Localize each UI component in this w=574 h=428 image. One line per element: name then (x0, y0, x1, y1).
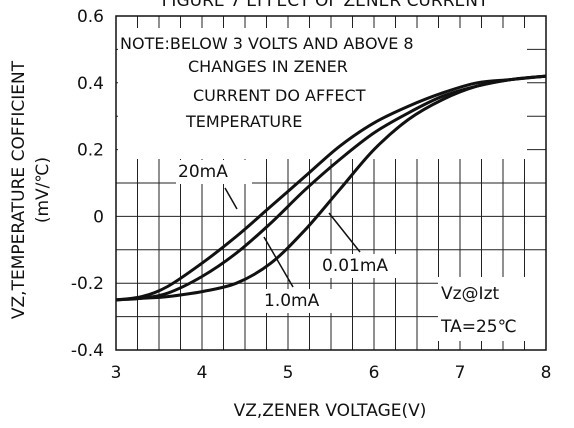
label-1ma: 1.0mA (264, 291, 320, 311)
curves (115, 74, 547, 302)
note-line-4: TEMPERATURE (185, 112, 302, 131)
series-line-0 (115, 74, 547, 302)
y-tick-label: 0.4 (77, 74, 104, 94)
note-line-3: CURRENT DO AFFECT (193, 86, 366, 105)
y-axis-title: VZ,TEMPERATURE COFFICIENT (9, 60, 29, 319)
x-tick-label: 7 (455, 363, 466, 383)
note-box: NOTE:BELOW 3 VOLTS AND ABOVE 8 CHANGES I… (118, 28, 527, 159)
plot-frame (115, 15, 547, 351)
y-tick-label: -0.2 (71, 274, 104, 294)
y-tick-labels: 0.6 0.4 0.2 0 -0.2 -0.4 (71, 7, 104, 361)
label-001ma: 0.01mA (322, 256, 388, 276)
arrow-20ma (224, 187, 238, 210)
x-tick-label: 6 (369, 363, 380, 383)
x-tick-label: 3 (111, 363, 122, 383)
x-tick-label: 8 (541, 363, 552, 383)
x-tick-labels: 3 4 5 6 7 8 (111, 363, 552, 383)
series-line-2 (115, 74, 547, 302)
chart-title: FIGURE 7 EFFECT OF ZENER CURRENT (162, 0, 489, 11)
y-tick-label: 0 (93, 207, 104, 227)
y-tick-label: 0.2 (77, 141, 104, 161)
note-line-1: NOTE:BELOW 3 VOLTS AND ABOVE 8 (120, 34, 414, 53)
curve-callouts: 20mA 0.01mA 1.0mA (176, 160, 413, 313)
y-tick-label: -0.4 (71, 341, 104, 361)
x-tick-label: 5 (283, 363, 294, 383)
arrow-1ma (263, 236, 294, 288)
y-tick-label: 0.6 (77, 7, 104, 27)
label-20ma: 20mA (178, 162, 228, 182)
note-line-2: CHANGES IN ZENER (188, 57, 348, 76)
condition-box: Vz@Izt TA=25℃ (438, 277, 548, 341)
condition-vz: Vz@Izt (441, 284, 499, 304)
arrow-001ma (328, 212, 361, 253)
x-axis-title: VZ,ZENER VOLTAGE(V) (234, 401, 427, 421)
x-tick-label: 4 (197, 363, 208, 383)
y-axis-unit: (mV/℃) (33, 157, 53, 223)
condition-ta: TA=25℃ (440, 317, 517, 337)
